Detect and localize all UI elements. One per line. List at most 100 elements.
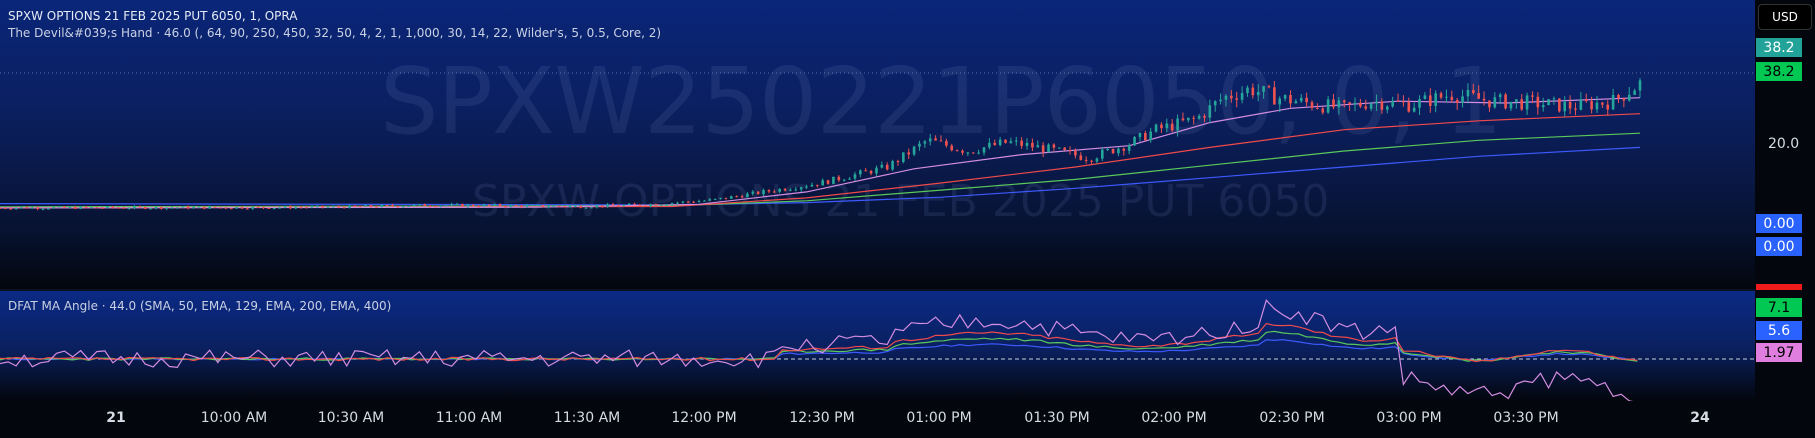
- candle-body: [1611, 94, 1615, 110]
- candle-body: [498, 204, 502, 207]
- candle-body: [1289, 95, 1292, 104]
- candle-body: [488, 204, 491, 206]
- candle-body: [466, 204, 470, 207]
- candle-body: [471, 204, 475, 207]
- candle-body: [262, 206, 265, 208]
- candle-body: [627, 203, 631, 205]
- time-tick-label: 24: [1690, 410, 1710, 426]
- candle-body: [1052, 144, 1056, 148]
- candle-body: [1106, 148, 1109, 150]
- time-tick-label: 02:00 PM: [1141, 410, 1207, 426]
- candle-body: [772, 191, 776, 193]
- candle-body: [1402, 101, 1405, 103]
- candle-body: [143, 206, 147, 209]
- candle-body: [1009, 141, 1013, 143]
- candle-body: [240, 207, 244, 209]
- indicator-line-green: [0, 330, 1638, 362]
- time-axis[interactable]: [0, 401, 1815, 438]
- candle-body: [229, 208, 233, 210]
- candle-body: [1074, 150, 1077, 156]
- candle-body: [1359, 102, 1362, 107]
- candle-body: [1493, 97, 1497, 108]
- candle-body: [358, 206, 362, 208]
- candle-body: [670, 203, 674, 205]
- candle-body: [111, 206, 115, 208]
- candle-body: [375, 206, 378, 208]
- candle-body: [805, 186, 808, 188]
- candle-body: [837, 176, 841, 181]
- zero-badge-b: 0.00: [1756, 237, 1802, 256]
- candle-body: [692, 201, 695, 203]
- price-scale[interactable]: [1755, 0, 1815, 401]
- candle-body: [1638, 80, 1642, 91]
- candle-body: [703, 200, 706, 202]
- candle-body: [939, 140, 943, 142]
- symbol-title[interactable]: SPXW OPTIONS 21 FEB 2025 PUT 6050, 1, OP…: [8, 9, 298, 23]
- indicator-legend[interactable]: DFAT MA Angle · 44.0 (SMA, 50, EMA, 129,…: [8, 299, 392, 313]
- candle-body: [1310, 102, 1314, 108]
- candle-body: [1472, 90, 1475, 94]
- candle-body: [493, 204, 496, 206]
- candle-body: [1170, 123, 1174, 131]
- candle-body: [719, 197, 722, 199]
- indicator-pane[interactable]: [0, 291, 1755, 401]
- candle-body: [1321, 108, 1325, 113]
- candle-body: [1203, 115, 1206, 118]
- candle-body: [47, 208, 50, 210]
- candle-body: [966, 152, 970, 154]
- candle-body: [1332, 99, 1335, 108]
- candle-body: [574, 205, 577, 207]
- price-tick-20: 20.0: [1768, 136, 1800, 152]
- candle-body: [57, 206, 61, 208]
- candle-body: [1165, 123, 1169, 129]
- candle-body: [1579, 99, 1583, 110]
- last-close-badge: 38.2: [1756, 62, 1802, 81]
- candle-body: [380, 204, 384, 207]
- candle-body: [536, 204, 540, 206]
- currency-button[interactable]: USD: [1758, 4, 1812, 30]
- candle-body: [1488, 100, 1491, 108]
- candle-body: [762, 190, 765, 195]
- candle-body: [461, 203, 464, 207]
- candle-body: [353, 205, 357, 207]
- main-chart-pane[interactable]: [0, 0, 1755, 290]
- candle-body: [1407, 102, 1411, 112]
- candle-body: [1617, 94, 1620, 99]
- indicator-red-badge: [1756, 284, 1802, 290]
- candle-body: [842, 179, 846, 181]
- candle-body: [509, 205, 513, 207]
- candle-body: [1020, 140, 1023, 146]
- candle-body: [606, 204, 609, 207]
- candle-body: [95, 207, 99, 209]
- candle-body: [1160, 124, 1163, 129]
- candle-body: [826, 180, 830, 184]
- candle-body: [321, 205, 324, 208]
- candle-body: [369, 205, 373, 207]
- candle-body: [1316, 107, 1319, 109]
- candle-body: [299, 207, 303, 209]
- candle-body: [1520, 99, 1524, 110]
- study-legend[interactable]: The Devil&#039;s Hand · 46.0 (, 64, 90, …: [8, 26, 662, 40]
- candle-body: [643, 205, 647, 207]
- candle-body: [1273, 87, 1276, 105]
- candle-body: [224, 207, 228, 209]
- candle-body: [197, 206, 201, 208]
- price-chart-canvas[interactable]: [0, 0, 1755, 401]
- candle-body: [418, 204, 421, 206]
- candle-body: [1041, 145, 1045, 153]
- candle-body: [579, 205, 583, 208]
- candle-body: [1504, 94, 1507, 109]
- candle-body: [138, 206, 142, 208]
- candle-body: [122, 207, 125, 209]
- candle-body: [789, 189, 792, 191]
- candle-body: [289, 206, 292, 209]
- candle-body: [1590, 101, 1593, 110]
- pane-separator[interactable]: [0, 289, 1815, 291]
- candle-body: [525, 205, 529, 207]
- candle-body: [724, 197, 728, 199]
- candle-body: [1498, 94, 1502, 98]
- candle-body: [1230, 95, 1233, 99]
- candlestick-series: [0, 77, 1642, 211]
- candle-body: [305, 207, 308, 209]
- candle-body: [961, 150, 964, 153]
